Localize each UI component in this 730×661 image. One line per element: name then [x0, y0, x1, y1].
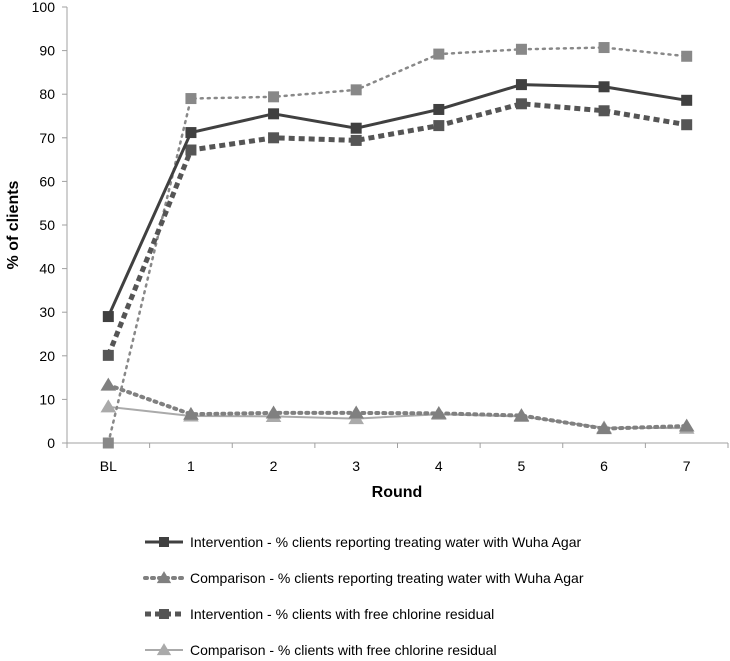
data-point [515, 98, 527, 110]
data-point [433, 120, 445, 132]
data-point [598, 105, 610, 117]
data-point [183, 406, 199, 420]
legend-label: Comparison - % clients with free chlorin… [190, 642, 497, 658]
legend-label: Intervention - % clients with free chlor… [190, 606, 494, 622]
legend: Intervention - % clients reporting treat… [143, 534, 584, 658]
data-point [596, 421, 612, 435]
data-point [268, 132, 280, 144]
x-tick-label: 3 [352, 458, 360, 474]
x-axis-ticks: BL 1 2 3 4 5 6 7 [66, 443, 729, 474]
data-point [102, 437, 114, 449]
x-tick-label: 2 [270, 458, 278, 474]
data-point [678, 418, 695, 432]
data-point [350, 122, 362, 134]
data-point [102, 349, 114, 361]
series-0 [102, 79, 693, 323]
y-tick-label: 20 [39, 348, 55, 364]
data-point [268, 108, 280, 120]
x-axis-title: Round [372, 484, 423, 501]
data-point [513, 408, 530, 422]
legend-swatch-marker [156, 643, 172, 656]
data-point [431, 405, 447, 419]
x-tick-label: 6 [600, 458, 608, 474]
series-line [106, 83, 687, 318]
y-axis-title: % of clients [5, 180, 22, 269]
x-tick-label: 7 [683, 458, 691, 474]
data-point [598, 42, 610, 54]
data-point [268, 91, 280, 103]
legend-entry: Comparison - % clients with free chlorin… [145, 642, 497, 658]
legend-entry: Intervention - % clients reporting treat… [145, 534, 581, 550]
x-tick-label: 5 [518, 458, 526, 474]
y-tick-label: 30 [39, 304, 55, 320]
data-point [348, 405, 364, 419]
series-line [108, 405, 687, 430]
data-point [185, 127, 197, 139]
y-tick-label: 100 [32, 0, 56, 15]
y-tick-label: 70 [39, 130, 55, 146]
x-tick-label: 4 [435, 458, 443, 474]
data-point [681, 94, 693, 106]
y-tick-label: 0 [47, 435, 55, 451]
series-2 [102, 98, 693, 361]
legend-label: Comparison - % clients reporting treatin… [190, 570, 584, 586]
y-axis-ticks: 0 10 20 30 40 50 60 70 80 90 100 [32, 0, 67, 451]
y-tick-label: 50 [39, 217, 55, 233]
series-1 [100, 377, 695, 435]
data-point [598, 81, 610, 93]
y-tick-label: 90 [39, 43, 55, 59]
data-point [102, 311, 114, 323]
data-point [100, 377, 117, 391]
data-point [515, 79, 527, 91]
legend-entry: Intervention - % clients with free chlor… [145, 606, 494, 622]
series-line [106, 383, 689, 431]
x-tick-label: BL [100, 458, 117, 474]
y-tick-label: 80 [39, 86, 55, 102]
data-point [350, 134, 362, 146]
data-point [350, 84, 362, 96]
series-line [105, 101, 688, 357]
y-tick-label: 10 [39, 391, 55, 407]
data-point [265, 405, 282, 419]
data-point [100, 399, 117, 413]
y-tick-label: 40 [39, 261, 55, 277]
legend-swatch-marker [156, 571, 172, 584]
data-point [433, 48, 445, 60]
data-point [185, 144, 197, 156]
series-4 [102, 42, 693, 449]
y-tick-label: 60 [39, 173, 55, 189]
data-point [185, 93, 197, 105]
data-point [515, 43, 527, 55]
legend-label: Intervention - % clients reporting treat… [190, 534, 581, 550]
x-tick-label: 1 [187, 458, 195, 474]
data-point [433, 103, 445, 115]
series-layer [100, 42, 695, 449]
data-point [681, 119, 693, 131]
legend-swatch-marker [159, 609, 169, 619]
data-point [681, 50, 693, 62]
legend-entry: Comparison - % clients reporting treatin… [143, 570, 584, 586]
legend-swatch-marker [159, 537, 169, 547]
